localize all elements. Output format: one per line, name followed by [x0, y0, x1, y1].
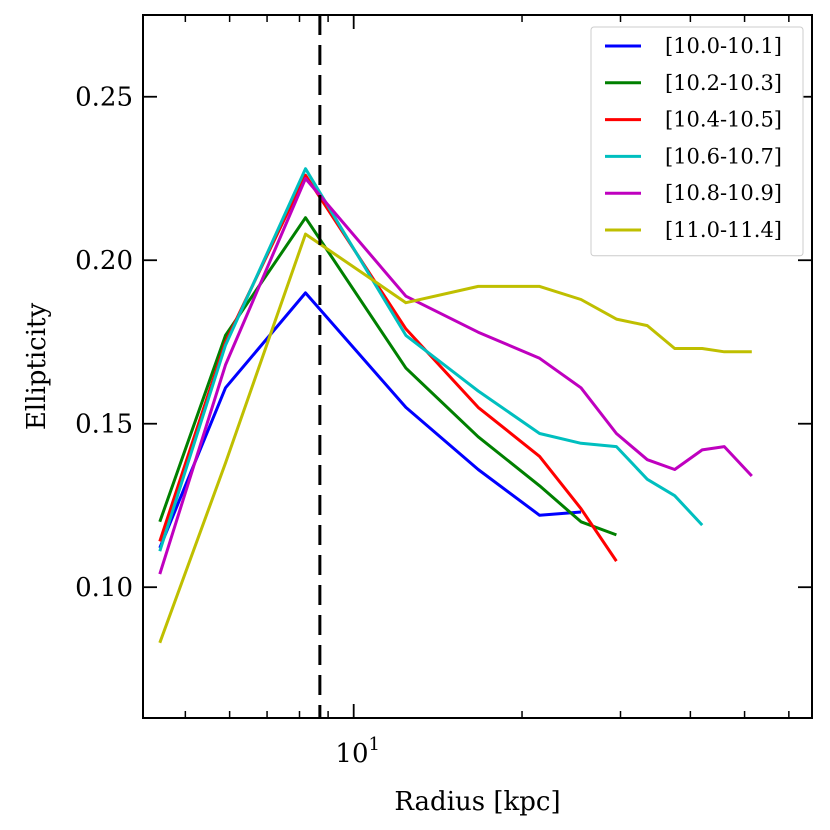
legend-label-3: [10.4-10.5]: [665, 108, 782, 132]
legend-label-1: [10.0-10.1]: [665, 34, 782, 58]
legend-box: [590, 26, 804, 257]
series-group: [158, 167, 753, 644]
series-line-3: [158, 173, 618, 562]
series-line-4: [158, 167, 704, 552]
y-tick-label: 0.10: [75, 573, 133, 603]
plot-frame: [142, 14, 813, 719]
legend-label-5: [10.8-10.9]: [665, 181, 782, 205]
legend-label-4: [10.6-10.7]: [665, 144, 782, 168]
y-tick-label: 0.15: [75, 410, 133, 440]
legend-label-6: [11.0-11.4]: [665, 218, 782, 242]
series-line-2: [158, 216, 617, 537]
series-line-6: [158, 232, 752, 644]
x-tick-label: 101: [335, 734, 380, 769]
y-tick-label: 0.25: [75, 83, 133, 113]
series-line-5: [158, 177, 753, 575]
legend: [10.0-10.1] [10.2-10.3] [10.4-10.5] [10.6-1…: [590, 26, 804, 257]
legend-label-2: [10.2-10.3]: [665, 71, 782, 95]
series-line-1: [158, 291, 582, 549]
x-axis-label: Radius [kpc]: [394, 787, 560, 817]
y-tick-label: 0.20: [75, 246, 133, 276]
axis-ticks: 0.10 0.15 0.20 0.25 101: [75, 15, 812, 769]
y-axis-label: Ellipticity: [22, 303, 52, 431]
